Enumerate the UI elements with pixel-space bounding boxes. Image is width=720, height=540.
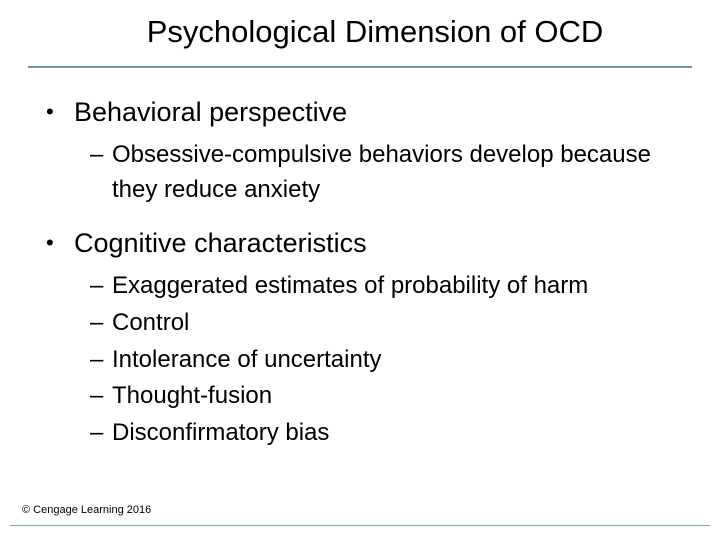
title-wrap: Psychological Dimension of OCD: [0, 0, 720, 60]
dash-icon: –: [90, 306, 112, 341]
bullet-l2: – Thought-fusion: [46, 379, 674, 414]
bullet-l2-label: Obsessive-compulsive behaviors develop b…: [112, 138, 674, 208]
bullet-l2: – Exaggerated estimates of probability o…: [46, 269, 674, 304]
dash-icon: –: [90, 269, 112, 304]
spacer: [46, 209, 674, 223]
bottom-divider: [10, 525, 710, 526]
bullet-l2: – Intolerance of uncertainty: [46, 343, 674, 378]
bullet-l2-label: Exaggerated estimates of probability of …: [112, 269, 674, 304]
bullet-l2-label: Thought-fusion: [112, 379, 674, 414]
bullet-l2: – Disconfirmatory bias: [46, 416, 674, 451]
bullet-l2: – Control: [46, 306, 674, 341]
bullet-l2-label: Intolerance of uncertainty: [112, 343, 674, 378]
bullet-l1: • Behavioral perspective: [46, 96, 674, 130]
bullet-l2-label: Control: [112, 306, 674, 341]
bullet-l1-label: Cognitive characteristics: [74, 227, 367, 261]
bullet-l2: – Obsessive-compulsive behaviors develop…: [46, 138, 674, 208]
bullet-l1-label: Behavioral perspective: [74, 96, 347, 130]
bullet-l1: • Cognitive characteristics: [46, 227, 674, 261]
bullet-l2-label: Disconfirmatory bias: [112, 416, 674, 451]
copyright-text: © Cengage Learning 2016: [22, 504, 151, 516]
slide-title: Psychological Dimension of OCD: [70, 14, 680, 50]
dash-icon: –: [90, 138, 112, 208]
slide-content: • Behavioral perspective – Obsessive-com…: [0, 68, 720, 451]
bullet-dot-icon: •: [46, 96, 74, 130]
bullet-dot-icon: •: [46, 227, 74, 261]
dash-icon: –: [90, 379, 112, 414]
dash-icon: –: [90, 416, 112, 451]
dash-icon: –: [90, 343, 112, 378]
slide: Psychological Dimension of OCD • Behavio…: [0, 0, 720, 540]
